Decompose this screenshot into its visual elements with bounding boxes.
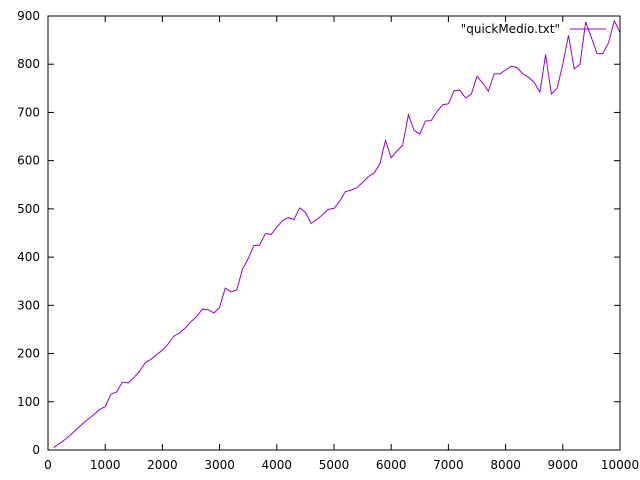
legend: "quickMedio.txt" (461, 22, 606, 36)
y-tick-label: 0 (32, 443, 40, 457)
y-tick-label: 700 (17, 105, 40, 119)
series-line-quickmedio (53, 19, 621, 449)
x-tick-label: 1000 (90, 458, 121, 472)
x-tick-label: 2000 (147, 458, 178, 472)
x-tick-label: 8000 (490, 458, 521, 472)
x-tick-label: 10000 (601, 458, 639, 472)
y-tick-label: 900 (17, 9, 40, 23)
y-tick-label: 400 (17, 250, 40, 264)
y-tick-label: 300 (17, 298, 40, 312)
plot-frame (47, 15, 621, 451)
x-tick-label: 4000 (262, 458, 293, 472)
x-tick-label: 0 (44, 458, 52, 472)
axis-tick-labels: 0 1000 2000 3000 4000 5000 6000 7000 8000 9000 100… (17, 9, 639, 472)
y-tick-label: 800 (17, 57, 40, 71)
y-tick-label: 600 (17, 154, 40, 168)
y-tick-label: 100 (17, 395, 40, 409)
x-tick-label: 6000 (376, 458, 407, 472)
x-tick-label: 7000 (433, 458, 464, 472)
y-tick-label: 200 (17, 347, 40, 361)
x-tick-label: 3000 (204, 458, 235, 472)
x-tick-label: 9000 (548, 458, 579, 472)
y-tick-label: 500 (17, 202, 40, 216)
legend-label: "quickMedio.txt" (461, 22, 560, 36)
x-tick-label: 5000 (319, 458, 350, 472)
